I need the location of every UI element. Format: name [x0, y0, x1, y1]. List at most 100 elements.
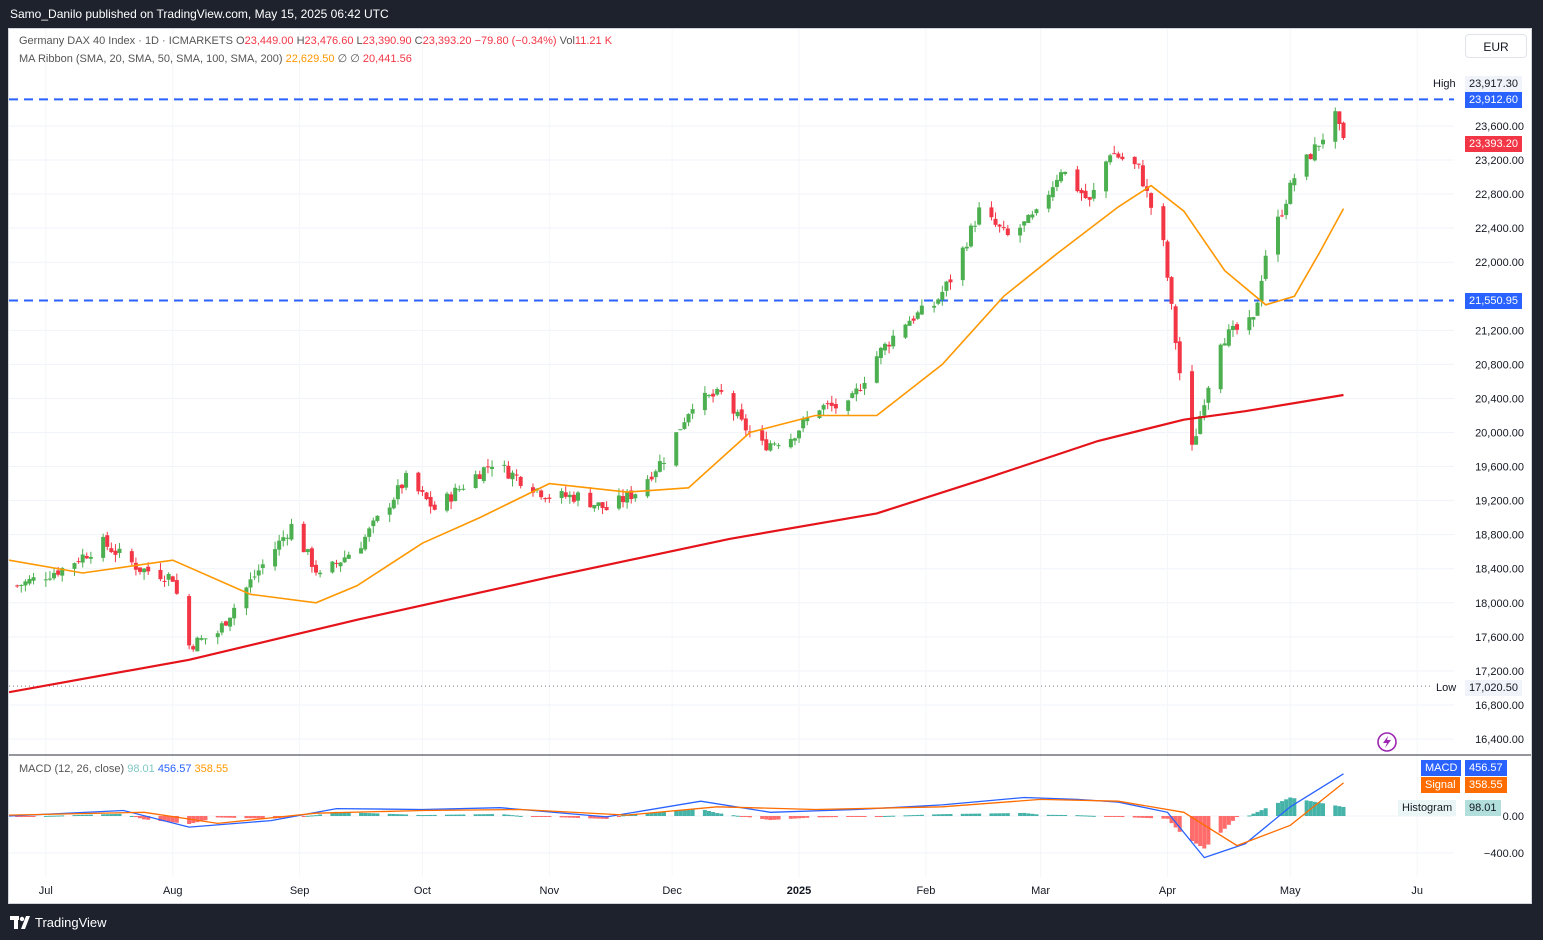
candle-body	[56, 570, 61, 575]
symbol-legend[interactable]: Germany DAX 40 Index · 1D · ICMARKETS O2…	[19, 35, 612, 47]
lightning-icon[interactable]	[1376, 731, 1398, 753]
candle-body	[15, 585, 20, 587]
histogram-bar	[43, 815, 48, 817]
histogram-bar	[878, 816, 883, 817]
histogram-bar	[76, 814, 81, 816]
candle-body	[277, 540, 282, 550]
y-tick-label: 20,400.00	[1475, 393, 1524, 405]
histogram-bar	[113, 813, 118, 816]
histogram-bar	[56, 815, 61, 817]
candle-body	[506, 465, 511, 479]
histogram-bar	[424, 815, 429, 817]
histogram-bar	[60, 815, 65, 817]
y-tick-label: 18,000.00	[1475, 598, 1524, 610]
sma-50-line	[9, 184, 1345, 604]
candle-body	[158, 569, 163, 580]
histogram-bar	[907, 815, 912, 817]
histogram-bar	[825, 816, 830, 818]
histogram-bar	[1263, 808, 1268, 816]
histogram-bar	[387, 813, 392, 816]
candle-body	[543, 498, 548, 500]
histogram-bar	[1018, 812, 1023, 816]
histogram-bar	[682, 810, 687, 816]
y-tick-label: 18,800.00	[1475, 530, 1524, 542]
histogram-bar	[535, 816, 540, 817]
tradingview-logo[interactable]: TradingView	[10, 915, 107, 930]
candle-body	[1255, 302, 1260, 316]
histogram-bar	[27, 816, 32, 817]
y-tick-label: 20,800.00	[1475, 359, 1524, 371]
candle-body	[43, 579, 48, 581]
candle-body	[187, 596, 192, 646]
candle-body	[858, 389, 863, 391]
ma-legend[interactable]: MA Ribbon (SMA, 20, SMA, 50, SMA, 100, S…	[19, 52, 412, 65]
histogram-bar	[109, 814, 114, 816]
candle-body	[960, 247, 965, 281]
histogram-bar	[772, 816, 777, 820]
candle-body	[203, 638, 208, 640]
candle-body	[117, 548, 122, 553]
histogram-bar	[1251, 813, 1256, 816]
y-tick-label: 17,200.00	[1475, 666, 1524, 678]
candle-body	[502, 464, 507, 466]
candle-body	[346, 554, 351, 559]
macd-signal-value: 358.55	[194, 763, 229, 775]
histogram-bar	[1054, 814, 1059, 816]
currency-button[interactable]: EUR	[1465, 34, 1527, 58]
histogram-bar	[621, 815, 626, 817]
candle-body	[1022, 221, 1027, 226]
signal-text-label: Signal	[1421, 777, 1460, 793]
candle-body	[199, 638, 204, 640]
candle-body	[314, 564, 319, 573]
histogram-bar	[764, 816, 769, 820]
candle-body	[1091, 189, 1096, 199]
grid	[9, 29, 1454, 877]
candle-body	[432, 504, 437, 510]
histogram-bar	[829, 816, 834, 818]
y-tick-label: 22,800.00	[1475, 189, 1524, 201]
candle-body	[600, 502, 605, 509]
histogram-bar	[797, 816, 802, 819]
candle-body	[559, 491, 564, 499]
candle-body	[633, 494, 638, 499]
histogram-bar	[1337, 806, 1342, 816]
x-tick-label: Apr	[1159, 885, 1176, 897]
macd-tick-label: −400.00	[1484, 848, 1524, 860]
macd-value-label: 456.57	[1465, 760, 1507, 776]
candle-body	[1247, 317, 1252, 331]
histogram-bar	[874, 816, 879, 817]
histogram-bar	[1022, 812, 1027, 816]
change-value: −79.80 (−0.34%)	[474, 35, 557, 47]
candle-body	[711, 393, 716, 397]
tradingview-text: TradingView	[35, 915, 107, 930]
candle-body	[146, 566, 151, 572]
candle-body	[817, 410, 822, 419]
candle-body	[715, 389, 720, 395]
histogram-bar	[903, 815, 908, 817]
candle-body	[133, 562, 138, 570]
candle-body	[60, 568, 65, 576]
histogram-bar	[445, 814, 450, 816]
histogram-bar	[461, 814, 466, 816]
macd-legend[interactable]: MACD (12, 26, close) 98.01 456.57 358.55	[19, 763, 228, 775]
histogram-bar	[1059, 814, 1064, 816]
histogram-bar	[232, 816, 237, 818]
candle-body	[588, 492, 593, 508]
candle-body	[285, 537, 290, 539]
histogram-bar	[1120, 816, 1125, 818]
price-chart[interactable]: 16,400.00 16,800.00 17,200.00 17,600.00 18,0…	[9, 29, 1532, 904]
y-tick-label: 22,400.00	[1475, 223, 1524, 235]
histogram-bar	[596, 816, 601, 819]
candle-body	[760, 430, 765, 441]
candle-body	[428, 496, 433, 507]
histogram-bar	[453, 814, 458, 816]
histogram-bar	[1218, 816, 1223, 833]
candle-body	[1083, 190, 1088, 199]
candle-body	[1218, 344, 1223, 390]
candle-body	[825, 403, 830, 405]
y-tick-label: 22,000.00	[1475, 257, 1524, 269]
histogram-bar	[862, 816, 867, 817]
y-tick-label: 17,600.00	[1475, 632, 1524, 644]
candle-body	[1222, 343, 1227, 346]
macd-value: 456.57	[157, 763, 192, 775]
